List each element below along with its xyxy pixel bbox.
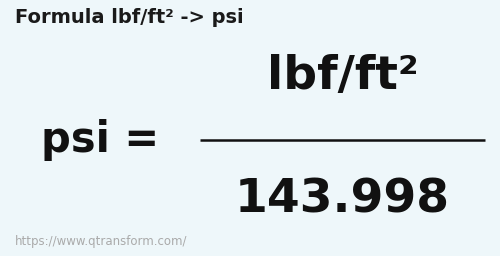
Text: psi =: psi = (41, 119, 159, 161)
Text: 143.998: 143.998 (235, 177, 450, 222)
Text: Formula lbf/ft² -> psi: Formula lbf/ft² -> psi (15, 8, 243, 27)
Text: lbf/ft²: lbf/ft² (266, 54, 418, 99)
Text: https://www.qtransform.com/: https://www.qtransform.com/ (15, 235, 188, 248)
